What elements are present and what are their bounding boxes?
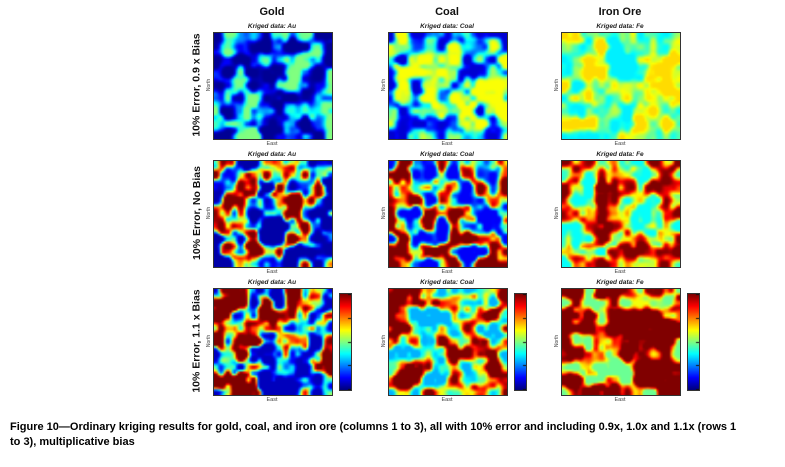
x-axis-label: East bbox=[266, 269, 278, 275]
y-axis-label: North bbox=[381, 78, 388, 92]
kriged-heatmap-canvas bbox=[388, 32, 508, 140]
subplot-title: Kriged data: Au bbox=[247, 279, 297, 286]
x-axis-label: East bbox=[441, 397, 453, 403]
x-axis-label: East bbox=[614, 141, 626, 147]
kriging-map-cell-r1c3: Kriged data: Fe North East bbox=[554, 22, 681, 147]
x-axis-label: East bbox=[441, 141, 453, 147]
column-header-gold: Gold bbox=[259, 6, 285, 18]
kriged-heatmap-canvas bbox=[388, 160, 508, 268]
x-axis-label: East bbox=[441, 269, 453, 275]
kriging-map-cell-r1c2: Kriged data: Coal North East bbox=[381, 22, 508, 147]
subplot-title: Kriged data: Coal bbox=[420, 279, 474, 286]
row-label-no-bias: 10% Error, No Bias bbox=[188, 160, 206, 266]
column-header-coal: Coal bbox=[435, 6, 459, 18]
row-label-11x-bias: 10% Error, 1.1 x Bias bbox=[188, 288, 206, 394]
subplot-title: Kriged data: Fe bbox=[596, 151, 644, 158]
row-label-text: 10% Error, 1.1 x Bias bbox=[191, 289, 204, 393]
kriging-map-cell-r3c1: Kriged data: Au North East bbox=[206, 278, 333, 403]
row-label-text: 10% Error, 0.9 x Bias bbox=[191, 33, 204, 137]
kriging-map-cell-r3c3: Kriged data: Fe North East bbox=[554, 278, 681, 403]
kriged-heatmap-canvas bbox=[213, 32, 333, 140]
y-axis-label: North bbox=[554, 334, 561, 348]
colorbar bbox=[514, 293, 527, 391]
y-axis-label: North bbox=[206, 78, 213, 92]
kriged-heatmap-canvas bbox=[213, 288, 333, 396]
kriging-map-cell-r2c2: Kriged data: Coal North East bbox=[381, 150, 508, 275]
colorbar bbox=[339, 293, 352, 391]
kriging-map-cell-r3c2: Kriged data: Coal North East bbox=[381, 278, 508, 403]
row-label-text: 10% Error, No Bias bbox=[191, 166, 203, 260]
x-axis-label: East bbox=[614, 397, 626, 403]
colorbar bbox=[687, 293, 700, 391]
row-label-09x-bias: 10% Error, 0.9 x Bias bbox=[188, 32, 206, 138]
y-axis-label: North bbox=[381, 206, 388, 220]
subplot-title: Kriged data: Fe bbox=[596, 279, 644, 286]
kriged-heatmap-canvas bbox=[561, 160, 681, 268]
kriged-heatmap-canvas bbox=[388, 288, 508, 396]
x-axis-label: East bbox=[266, 397, 278, 403]
figure-caption: Figure 10—Ordinary kriging results for g… bbox=[10, 421, 737, 449]
column-header-iron-ore: Iron Ore bbox=[598, 6, 642, 18]
kriging-map-cell-r1c1: Kriged data: Au North East bbox=[206, 22, 333, 147]
subplot-title: Kriged data: Coal bbox=[420, 23, 474, 30]
x-axis-label: East bbox=[614, 269, 626, 275]
x-axis-label: East bbox=[266, 141, 278, 147]
y-axis-label: North bbox=[206, 334, 213, 348]
subplot-title: Kriged data: Au bbox=[247, 151, 297, 158]
kriged-heatmap-canvas bbox=[561, 32, 681, 140]
subplot-title: Kriged data: Fe bbox=[596, 23, 644, 30]
kriged-heatmap-canvas bbox=[561, 288, 681, 396]
y-axis-label: North bbox=[554, 206, 561, 220]
subplot-title: Kriged data: Au bbox=[247, 23, 297, 30]
y-axis-label: North bbox=[206, 206, 213, 220]
y-axis-label: North bbox=[554, 78, 561, 92]
kriging-map-cell-r2c3: Kriged data: Fe North East bbox=[554, 150, 681, 275]
kriging-map-cell-r2c1: Kriged data: Au North East bbox=[206, 150, 333, 275]
y-axis-label: North bbox=[381, 334, 388, 348]
subplot-title: Kriged data: Coal bbox=[420, 151, 474, 158]
kriged-heatmap-canvas bbox=[213, 160, 333, 268]
